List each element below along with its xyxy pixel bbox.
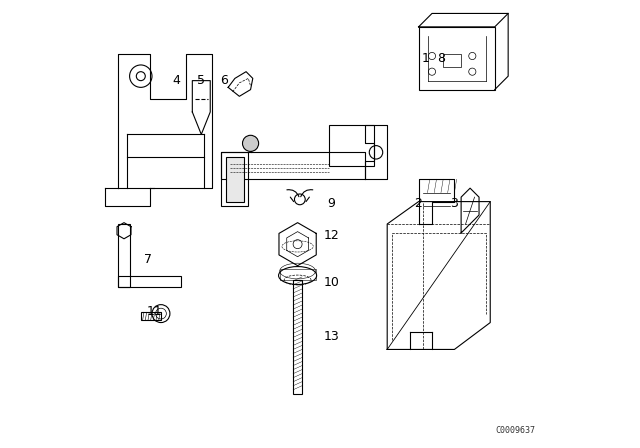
Bar [118,224,130,287]
Bar [419,27,495,90]
FancyArrowPatch shape [291,197,294,202]
Text: 10: 10 [323,276,339,289]
Text: 1: 1 [421,52,429,65]
Text: 5: 5 [197,74,205,87]
Text: 8: 8 [437,52,445,65]
Text: 11: 11 [147,305,162,318]
Bar [221,152,248,206]
Bar [221,152,365,179]
Text: 9: 9 [327,197,335,211]
Text: 6: 6 [220,74,228,87]
Bar [141,312,161,320]
Text: 4: 4 [173,74,180,87]
Text: C0009637: C0009637 [495,426,535,435]
Bar [293,280,302,394]
Bar [280,269,316,280]
Circle shape [243,135,259,151]
Bar [443,54,461,67]
Text: 2: 2 [415,197,422,211]
Text: 7: 7 [143,253,152,267]
Bar [329,125,374,166]
Text: 13: 13 [323,329,339,343]
Text: 12: 12 [323,228,339,242]
Bar [226,157,244,202]
Text: 3: 3 [451,197,458,211]
FancyArrowPatch shape [306,197,309,202]
Bar [118,276,181,287]
